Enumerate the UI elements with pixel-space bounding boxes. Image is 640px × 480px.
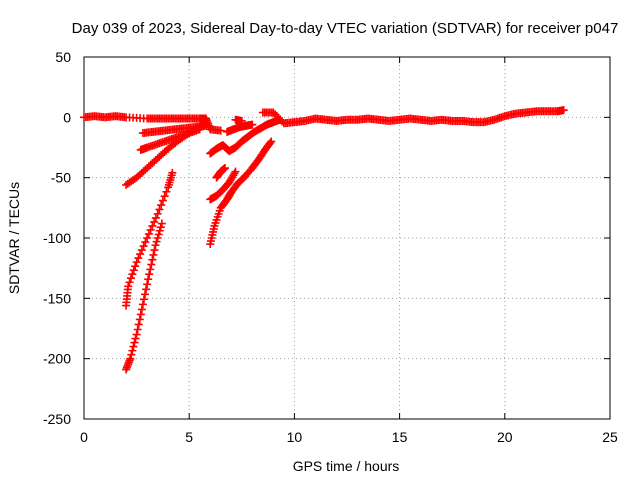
data-point bbox=[126, 274, 135, 283]
y-tick-label: -150 bbox=[43, 290, 71, 306]
y-tick-label: -100 bbox=[43, 230, 71, 246]
data-point bbox=[148, 255, 157, 264]
data-point bbox=[142, 285, 151, 294]
series-steep-arc-2 bbox=[122, 219, 166, 374]
series-steep-arc-1 bbox=[122, 168, 177, 310]
data-point bbox=[128, 346, 137, 355]
data-point bbox=[150, 246, 159, 255]
data-point bbox=[146, 225, 155, 234]
data-point bbox=[131, 262, 140, 271]
data-point bbox=[130, 338, 139, 347]
data-point bbox=[162, 187, 171, 196]
data-point bbox=[146, 265, 155, 274]
data-point bbox=[151, 241, 160, 250]
data-points bbox=[80, 106, 568, 374]
y-tick-label: -250 bbox=[43, 411, 71, 427]
y-axis-ticks: 50 0 -50 -100 -150 -200 -250 bbox=[43, 49, 610, 427]
data-point bbox=[137, 246, 146, 255]
data-point bbox=[126, 354, 135, 363]
data-point bbox=[157, 201, 166, 210]
data-point bbox=[147, 260, 156, 269]
y-tick-label: 50 bbox=[55, 49, 71, 65]
data-point bbox=[139, 242, 148, 251]
data-point bbox=[156, 223, 165, 232]
x-tick-label: 0 bbox=[80, 429, 88, 445]
x-tick-label: 5 bbox=[185, 429, 193, 445]
data-point bbox=[158, 196, 167, 205]
y-axis-label: SDTVAR / TECUs bbox=[6, 182, 22, 294]
data-point bbox=[168, 168, 177, 177]
data-point bbox=[129, 342, 138, 351]
data-point bbox=[216, 126, 225, 135]
series-post-gap-arcs bbox=[206, 115, 284, 249]
data-point bbox=[141, 290, 150, 299]
data-point bbox=[137, 305, 146, 314]
data-point bbox=[127, 350, 136, 359]
data-point bbox=[150, 217, 159, 226]
data-point bbox=[155, 226, 164, 235]
data-point bbox=[144, 275, 153, 284]
data-point bbox=[153, 209, 162, 218]
data-point bbox=[128, 270, 137, 279]
data-point bbox=[157, 219, 166, 228]
data-point bbox=[269, 108, 278, 117]
data-point bbox=[267, 137, 276, 146]
data-point bbox=[141, 238, 150, 247]
series-near-zero-band bbox=[80, 106, 568, 135]
x-axis-ticks: 0 5 10 15 20 25 bbox=[80, 57, 618, 445]
data-point bbox=[151, 213, 160, 222]
series-rising-arc-3 bbox=[138, 121, 211, 138]
x-tick-label: 10 bbox=[287, 429, 303, 445]
data-point bbox=[139, 295, 148, 304]
data-point bbox=[148, 221, 157, 230]
data-point bbox=[154, 230, 163, 239]
data-point bbox=[155, 205, 164, 214]
data-point bbox=[220, 164, 229, 173]
data-point bbox=[152, 237, 161, 246]
x-tick-label: 15 bbox=[392, 429, 408, 445]
data-point bbox=[145, 270, 154, 279]
data-point bbox=[149, 250, 158, 259]
data-point bbox=[230, 169, 239, 178]
data-point bbox=[248, 120, 257, 129]
chart-title: Day 039 of 2023, Sidereal Day-to-day VTE… bbox=[72, 20, 619, 37]
x-axis-label: GPS time / hours bbox=[293, 458, 400, 474]
data-point bbox=[129, 266, 138, 275]
data-point bbox=[143, 280, 152, 289]
y-tick-label: -50 bbox=[51, 170, 71, 186]
data-point bbox=[138, 300, 147, 309]
x-tick-label: 25 bbox=[602, 429, 618, 445]
data-point bbox=[271, 110, 280, 119]
data-point bbox=[134, 254, 143, 263]
data-point bbox=[266, 138, 275, 147]
x-tick-label: 20 bbox=[497, 429, 513, 445]
data-point bbox=[134, 320, 143, 329]
data-point bbox=[153, 234, 162, 242]
data-point bbox=[160, 192, 169, 201]
data-point bbox=[136, 250, 145, 259]
data-point bbox=[231, 167, 240, 176]
data-point bbox=[237, 116, 246, 125]
data-point bbox=[144, 229, 153, 238]
data-point bbox=[132, 330, 141, 339]
data-point bbox=[131, 334, 140, 343]
data-point bbox=[124, 282, 133, 291]
data-point bbox=[133, 325, 142, 334]
data-point bbox=[143, 234, 152, 242]
data-point bbox=[125, 278, 134, 287]
data-point bbox=[136, 310, 145, 319]
y-tick-label: 0 bbox=[63, 109, 71, 125]
data-point bbox=[559, 106, 568, 115]
y-tick-label: -200 bbox=[43, 351, 71, 367]
series-rising-arc-2 bbox=[136, 125, 204, 154]
data-point bbox=[132, 258, 141, 267]
data-point bbox=[202, 121, 211, 130]
data-point bbox=[135, 315, 144, 324]
data-point bbox=[275, 115, 284, 124]
